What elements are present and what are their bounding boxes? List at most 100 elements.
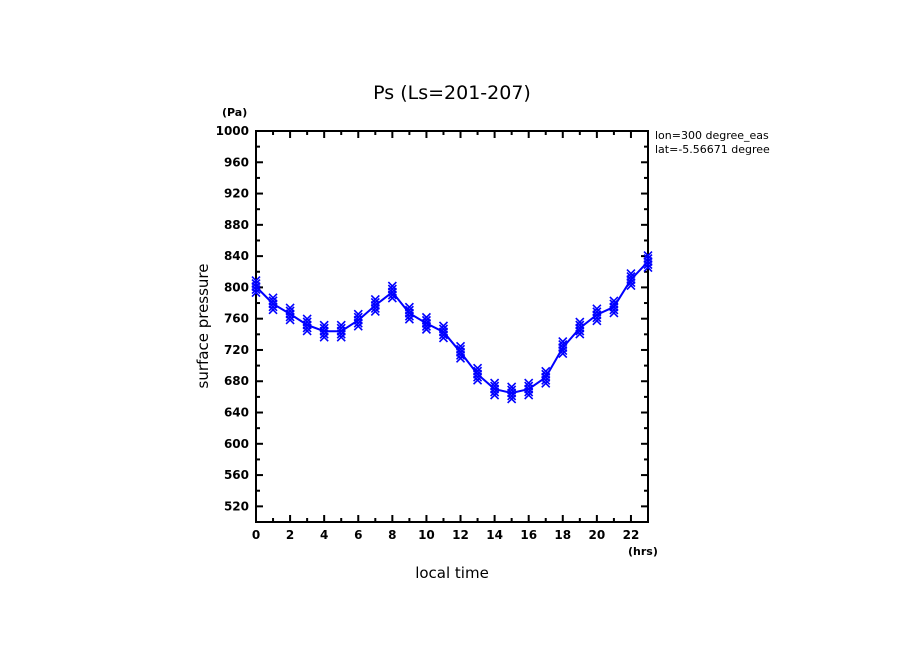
- x-marker: [490, 390, 500, 400]
- series: [251, 251, 653, 404]
- x-marker: [336, 329, 346, 339]
- chart-title: Ps (Ls=201-207): [373, 82, 531, 104]
- y-unit-label: (Pa): [222, 106, 247, 119]
- y-tick-label: 840: [224, 249, 249, 263]
- x-marker: [524, 390, 534, 400]
- x-marker: [438, 330, 449, 340]
- x-marker: [404, 311, 414, 321]
- x-marker: [302, 326, 312, 336]
- x-axis-label: local time: [415, 564, 489, 582]
- x-tick-label: 16: [520, 528, 537, 542]
- y-tick-label: 560: [224, 468, 249, 482]
- x-marker: [353, 321, 363, 331]
- data-point: [507, 382, 517, 404]
- x-marker: [285, 312, 295, 322]
- x-marker: [490, 387, 500, 397]
- x-tick-label: 6: [354, 528, 362, 542]
- x-tick-label: 12: [452, 528, 469, 542]
- x-marker: [319, 329, 329, 339]
- x-tick-label: 0: [252, 528, 260, 542]
- series-line: [255, 260, 649, 394]
- x-marker: [251, 288, 261, 298]
- y-tick-label: 720: [224, 343, 249, 357]
- x-marker: [370, 303, 380, 313]
- y-tick-label: 800: [224, 280, 249, 294]
- x-marker: [575, 326, 585, 336]
- data-point: [455, 341, 466, 363]
- x-tick-label: 10: [418, 528, 435, 542]
- data-point: [626, 269, 636, 291]
- x-marker: [626, 278, 636, 288]
- x-marker: [558, 346, 568, 356]
- y-tick-label: 760: [224, 312, 249, 326]
- data-point: [490, 378, 500, 400]
- x-marker: [387, 290, 397, 300]
- x-marker: [575, 329, 585, 339]
- x-marker: [609, 308, 619, 318]
- x-tick-label: 18: [554, 528, 571, 542]
- y-axis-label: surface pressure: [194, 264, 212, 389]
- y-tick-label: 520: [224, 499, 249, 513]
- data-point: [353, 309, 363, 331]
- y-tick-label: 960: [224, 155, 249, 169]
- x-marker: [336, 332, 346, 342]
- x-marker: [472, 375, 483, 385]
- x-marker: [387, 293, 397, 303]
- x-marker: [507, 391, 517, 401]
- x-tick-label: 4: [320, 528, 328, 542]
- x-marker: [507, 394, 517, 404]
- data-point: [387, 281, 397, 303]
- x-marker: [643, 263, 653, 273]
- data-point: [319, 320, 329, 342]
- x-marker: [455, 350, 466, 360]
- x-marker: [302, 323, 312, 333]
- data-point: [609, 296, 619, 318]
- x-marker: [609, 305, 619, 315]
- data-point: [370, 294, 380, 316]
- data-point: [421, 312, 432, 334]
- x-unit-label: (hrs): [628, 545, 658, 558]
- x-marker: [421, 324, 432, 334]
- y-tick-label: 1000: [216, 124, 249, 138]
- x-marker: [421, 321, 432, 331]
- x-marker: [353, 318, 363, 328]
- ticks: 0 2 4 6 8 10 12 14 16 18 20 22 520 560 600 640 680 720 760…: [216, 124, 649, 542]
- annotation-lon: lon=300 degree_eas: [655, 129, 769, 142]
- data-point: [336, 320, 346, 342]
- data-point: [575, 317, 585, 339]
- x-marker: [455, 353, 466, 363]
- data-point: [302, 314, 312, 336]
- x-marker: [643, 260, 653, 270]
- x-tick-label: 8: [388, 528, 396, 542]
- data-point: [541, 366, 551, 388]
- data-point: [438, 321, 449, 343]
- data-point: [404, 302, 414, 324]
- data-point: [268, 293, 278, 315]
- x-marker: [524, 387, 534, 397]
- x-marker: [438, 333, 449, 343]
- x-marker: [626, 281, 636, 291]
- x-marker: [319, 332, 329, 342]
- plot-frame: [255, 130, 649, 523]
- y-tick-label: 880: [224, 218, 249, 232]
- x-marker: [285, 315, 295, 325]
- axes: [255, 130, 649, 523]
- annotation-lat: lat=-5.56671 degree: [655, 143, 770, 156]
- x-tick-label: 22: [623, 528, 640, 542]
- y-tick-label: 600: [224, 437, 249, 451]
- x-marker: [592, 316, 602, 326]
- x-tick-label: 20: [589, 528, 606, 542]
- x-marker: [268, 305, 278, 315]
- data-point: [592, 304, 602, 326]
- x-tick-label: 2: [286, 528, 294, 542]
- x-marker: [541, 378, 551, 388]
- x-marker: [370, 306, 380, 316]
- y-tick-label: 920: [224, 187, 249, 201]
- x-marker: [472, 372, 483, 382]
- data-point: [524, 378, 534, 400]
- data-point: [558, 337, 568, 359]
- x-tick-label: 14: [486, 528, 503, 542]
- x-marker: [251, 285, 261, 295]
- x-marker: [268, 302, 278, 312]
